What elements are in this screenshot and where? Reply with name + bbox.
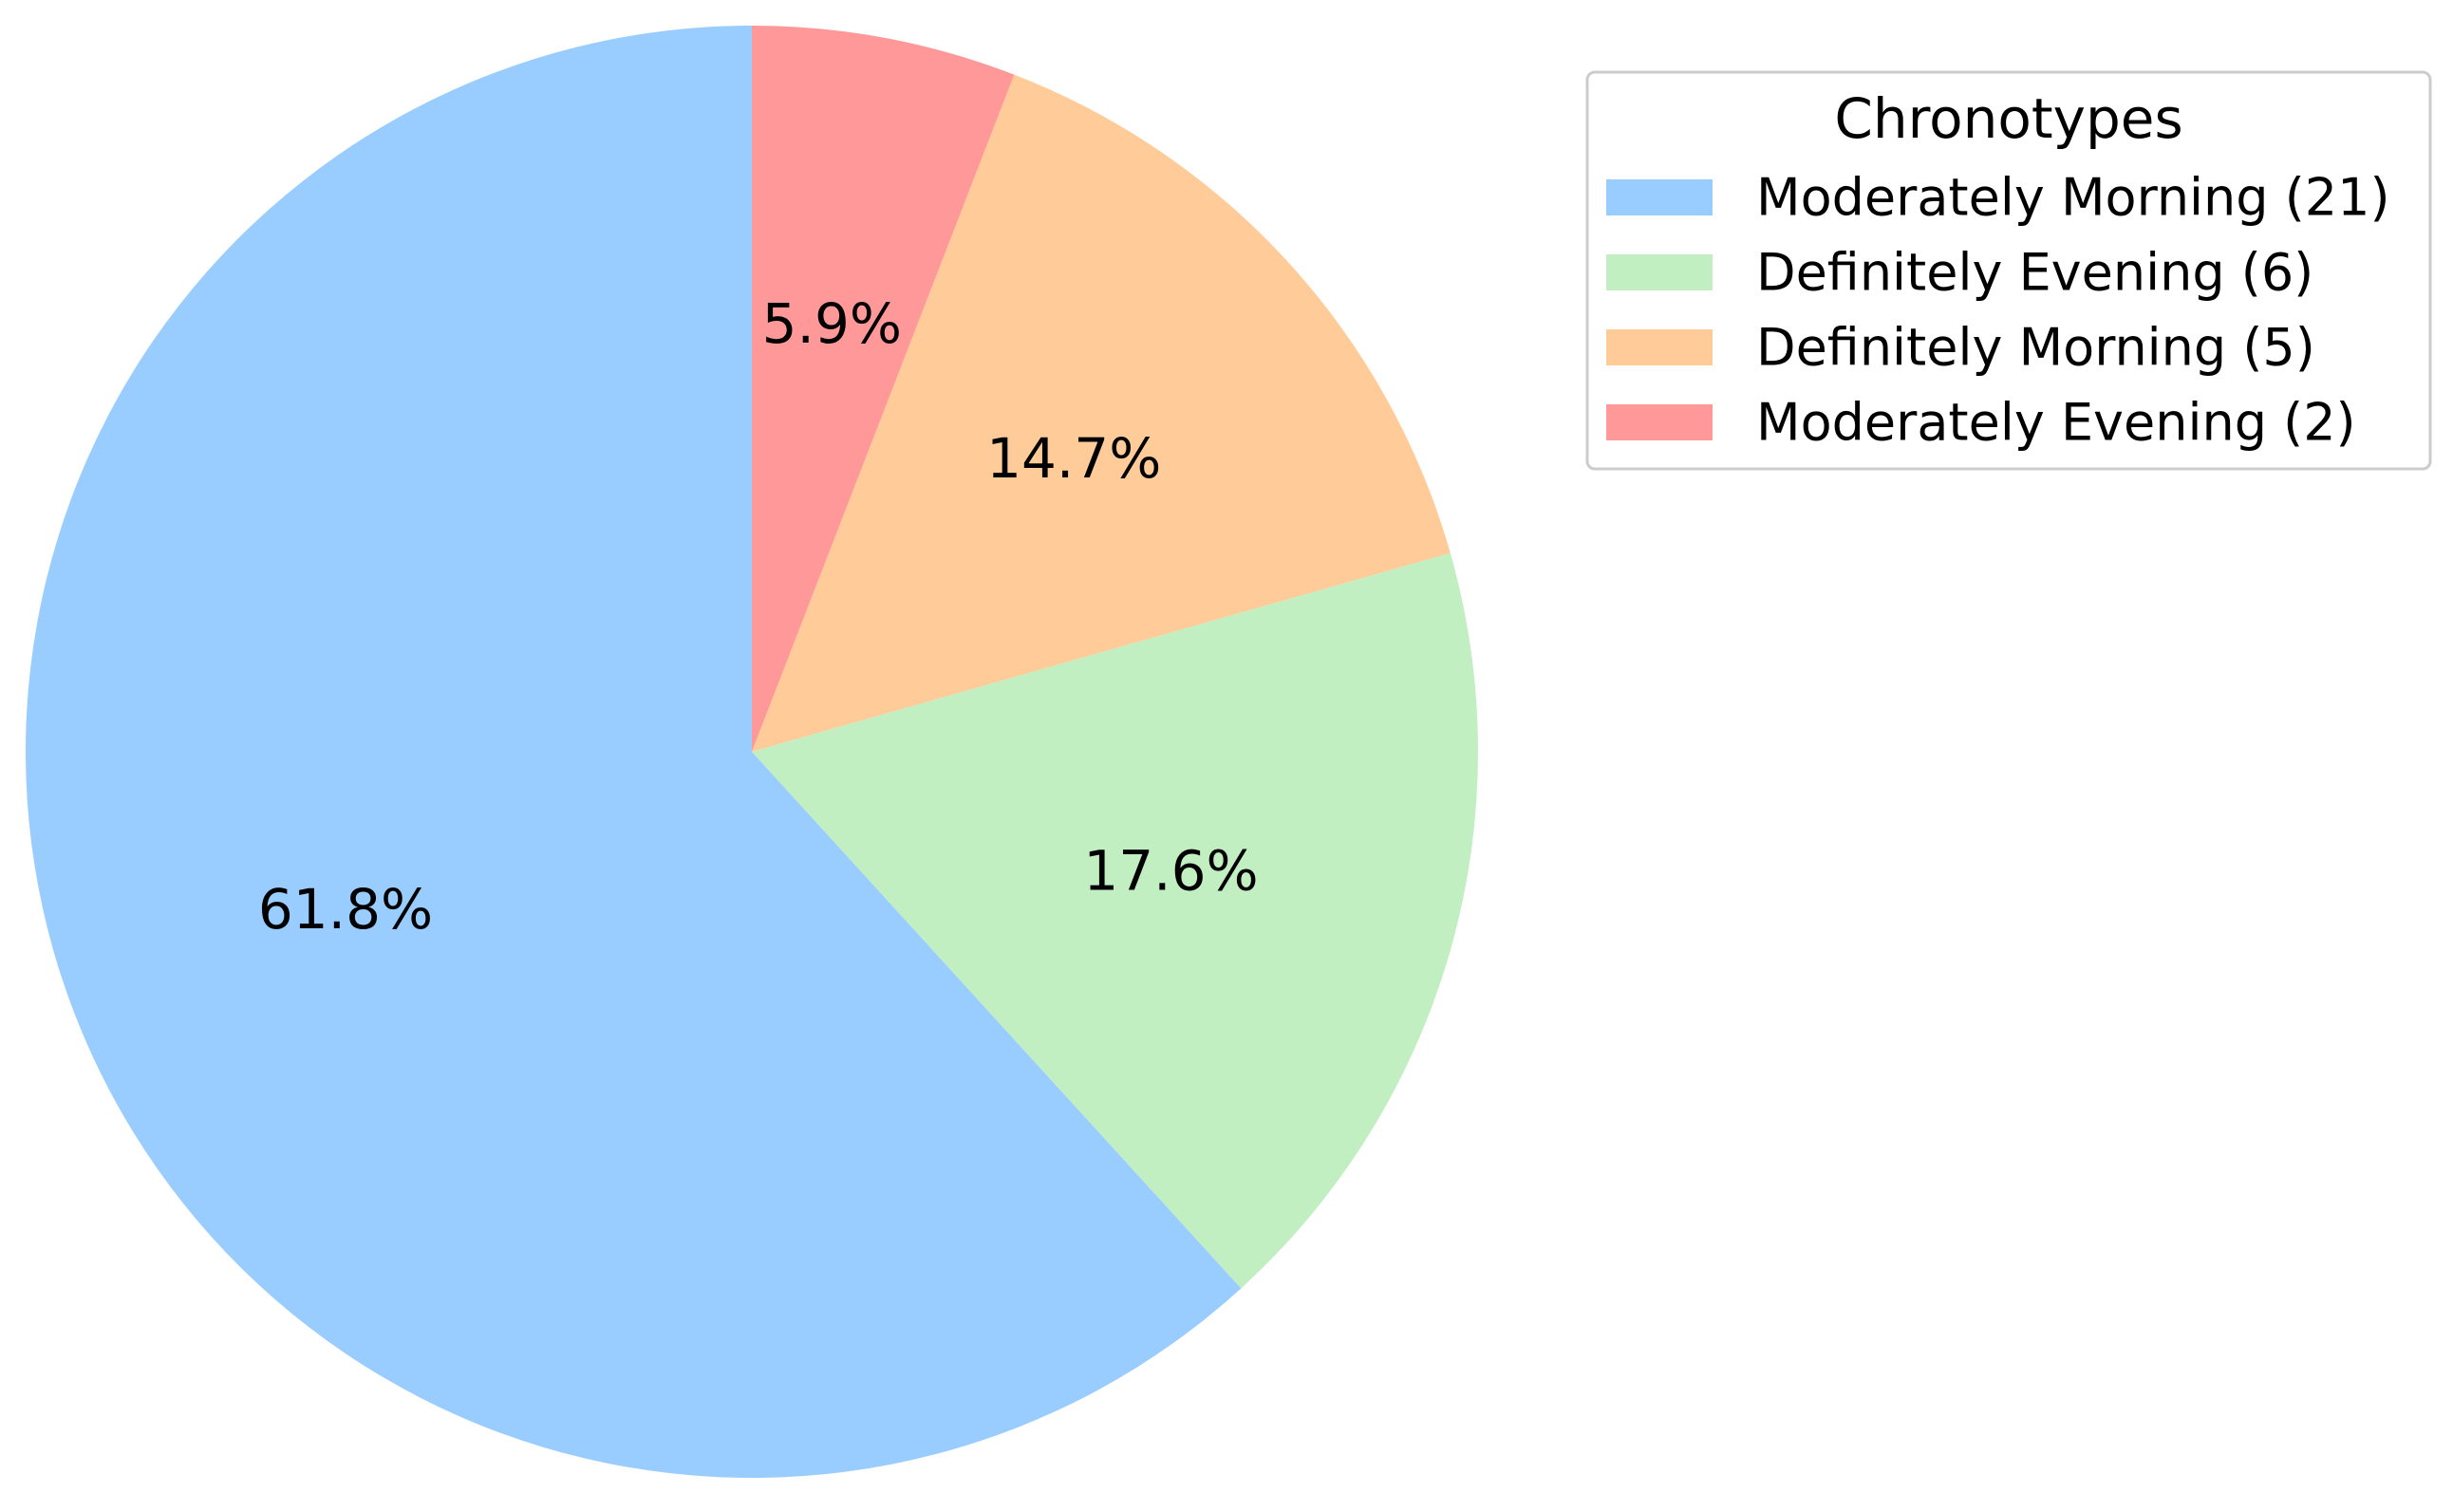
- pie-percent-label-3: 5.9%: [762, 291, 902, 356]
- legend-label-3: Moderately Evening (2): [1756, 393, 2356, 453]
- pie-slices: [26, 26, 1478, 1479]
- legend-label-0: Moderately Morning (21): [1756, 168, 2390, 228]
- legend-swatch-2: [1606, 329, 1713, 365]
- pie-slice-0: [26, 26, 1242, 1479]
- legend-title: Chronotypes: [1834, 86, 2182, 151]
- legend-frame: [1585, 70, 2432, 471]
- legend: Chronotypes Moderately Morning (21) Defin…: [1585, 70, 2432, 471]
- legend-swatch-0: [1606, 179, 1713, 215]
- legend-swatch-3: [1606, 404, 1713, 440]
- pie-slice-2: [752, 74, 1451, 752]
- pie-percentage-labels: 61.8% 17.6% 14.7% 5.9%: [258, 291, 1259, 942]
- pie-percent-label-1: 17.6%: [1083, 839, 1258, 904]
- legend-swatch-1: [1606, 254, 1713, 290]
- legend-label-2: Definitely Morning (5): [1756, 318, 2315, 378]
- pie-percent-label-0: 61.8%: [258, 877, 433, 942]
- legend-entries: Moderately Morning (21) Definitely Evenin…: [1606, 168, 2390, 453]
- pie-percent-label-2: 14.7%: [986, 426, 1161, 491]
- pie-slice-3: [752, 26, 1015, 752]
- pie-slice-1: [752, 552, 1478, 1289]
- legend-label-1: Definitely Evening (6): [1756, 243, 2313, 303]
